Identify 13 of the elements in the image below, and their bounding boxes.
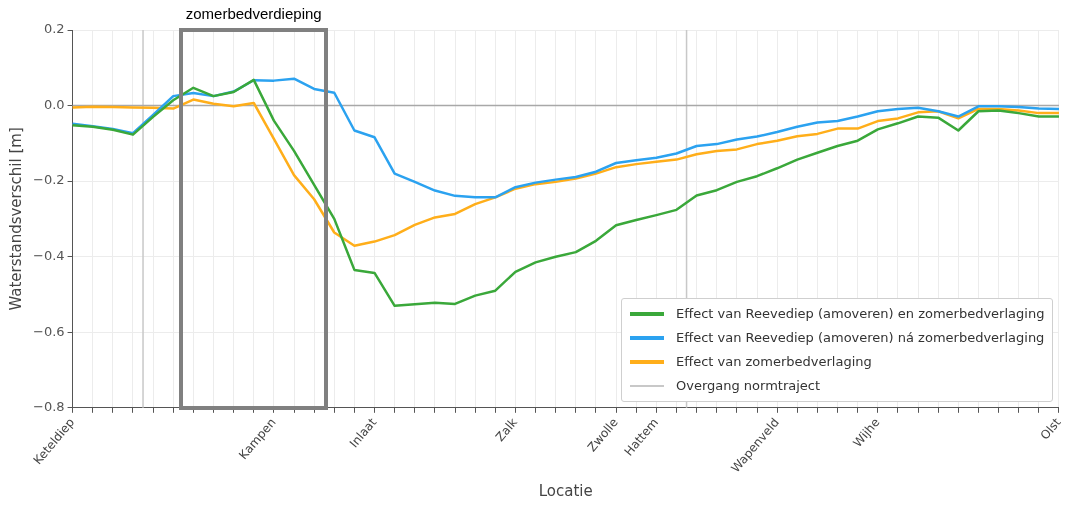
y-axis-title: Waterstandsverschil [m] — [6, 127, 25, 311]
x-axis-title: Locatie — [538, 481, 593, 500]
y-tick-label: −0.4 — [32, 248, 65, 264]
y-tick-label: −0.2 — [32, 172, 65, 188]
legend-label: Effect van zomerbedverlaging — [675, 354, 872, 370]
y-tick-label: 0.2 — [43, 21, 65, 37]
legend-label: Effect van Reevediep (amoveren) ná zomerbedverlaging — [675, 330, 1045, 346]
y-tick-label: −0.6 — [32, 323, 65, 339]
annotation: Overgang normtraject — [675, 378, 821, 394]
y-tick-label: −0.8 — [32, 399, 65, 415]
legend-label: Effect van Reevediep (amoveren) en zomerbedverlaging — [675, 306, 1045, 322]
y-tick-label: 0.0 — [43, 96, 65, 112]
text: zomerbedverdieping — [185, 5, 322, 22]
